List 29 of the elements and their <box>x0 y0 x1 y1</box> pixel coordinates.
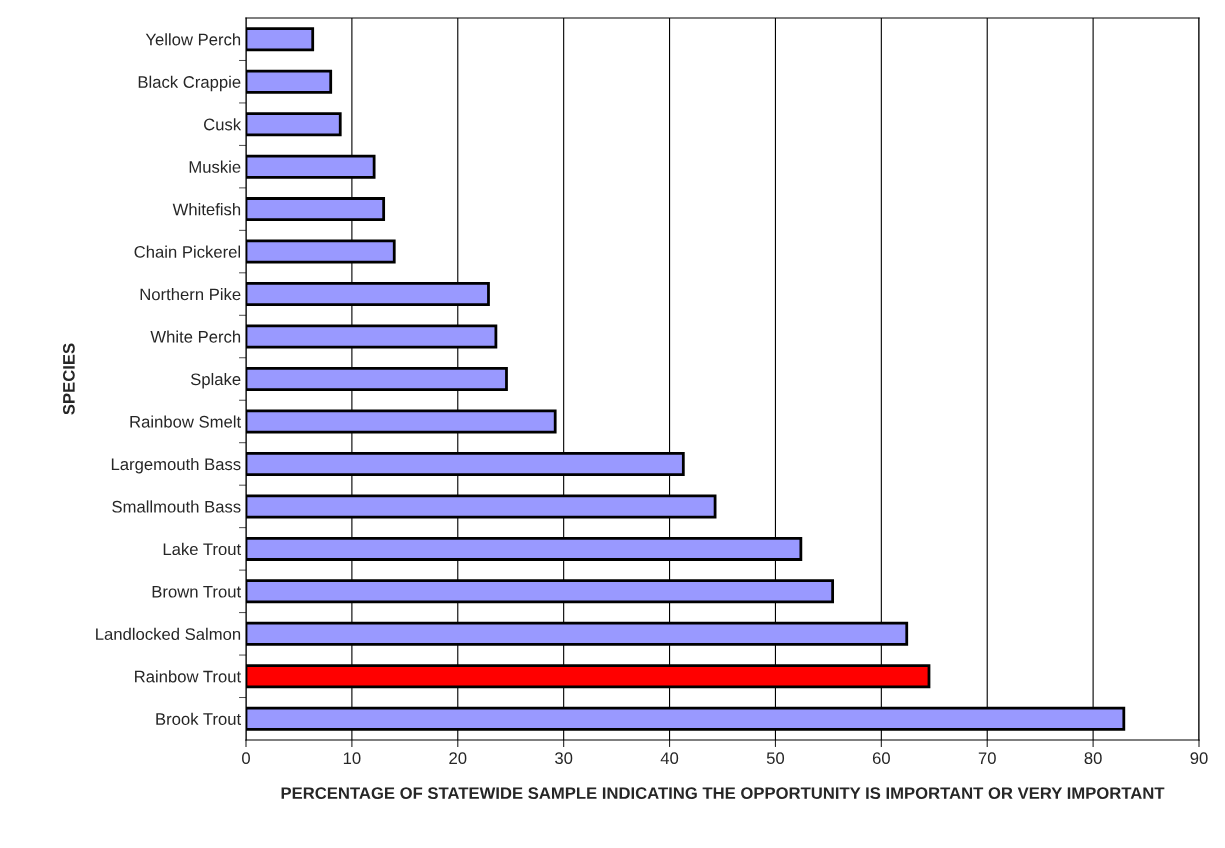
y-tick-label: Rainbow Smelt <box>130 415 242 428</box>
x-tick-label: 0 <box>242 752 250 765</box>
x-axis-title: PERCENTAGE OF STATEWIDE SAMPLE INDICATING THE OPPORTUNITY IS IMPORTANT OR VERY IMPORTANT <box>281 787 1165 800</box>
x-tick-label: 40 <box>660 752 679 765</box>
y-tick-label: Brown Trout <box>152 585 242 598</box>
y-tick-label: Northern Pike <box>140 288 241 301</box>
y-tick-label: Whitefish <box>172 203 241 216</box>
x-tick-label: 80 <box>1084 752 1102 765</box>
y-tick-label: Lake Trout <box>163 542 242 556</box>
y-tick-label: White Perch <box>150 330 241 343</box>
x-tick-label: 60 <box>872 752 890 765</box>
y-tick-label: Chain Pickerel <box>134 245 241 258</box>
y-tick-label: Largemouth Bass <box>111 457 241 474</box>
y-tick-label: Brook Trout <box>156 712 242 725</box>
y-tick-label: Smallmouth Bass <box>112 500 241 513</box>
y-tick-label: Splake <box>190 372 241 389</box>
y-tick-label: Yellow Perch <box>145 33 241 46</box>
y-tick-label: Black Crappie <box>138 75 241 92</box>
x-tick-label: 30 <box>555 752 573 765</box>
x-tick-label: 50 <box>766 752 785 765</box>
x-tick-label: 90 <box>1190 752 1208 765</box>
x-tick-label: 10 <box>343 752 361 765</box>
y-axis-title: SPECIES <box>62 343 75 415</box>
y-tick-label: Muskie <box>189 160 241 173</box>
y-tick-label: Rainbow Trout <box>135 670 242 683</box>
y-tick-label: Landlocked Salmon <box>96 627 241 641</box>
y-tick-label: Cusk <box>204 118 242 131</box>
x-tick-label: 20 <box>449 752 467 765</box>
x-tick-label: 70 <box>978 752 996 765</box>
